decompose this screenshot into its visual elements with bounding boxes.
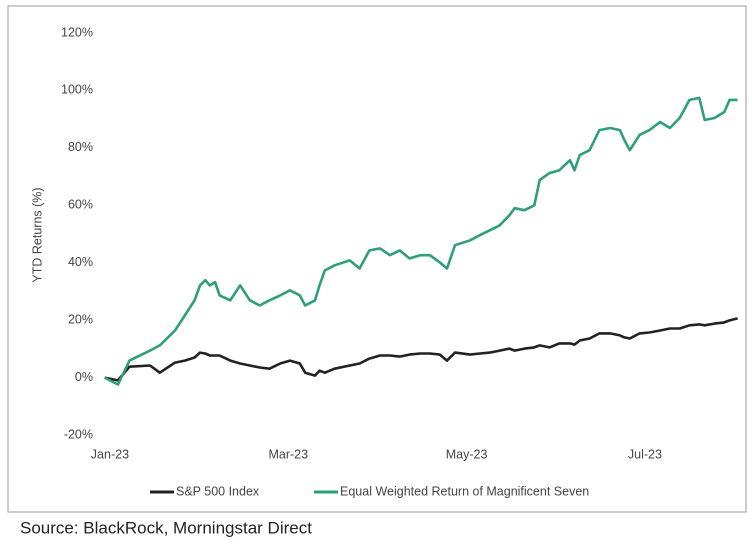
y-tick-label: 40%: [68, 255, 93, 269]
series-line: [104, 317, 738, 382]
y-tick-label: 60%: [68, 198, 93, 212]
legend-label: Equal Weighted Return of Magnificent Sev…: [340, 484, 589, 498]
y-tick-label: 120%: [61, 25, 93, 39]
frame: [7, 5, 747, 513]
y-tick-label: 20%: [68, 312, 93, 326]
y-axis-label: YTD Returns (%): [30, 187, 44, 282]
y-tick-label: -20%: [64, 427, 93, 441]
y-tick-label: 0%: [75, 370, 93, 384]
x-tick-label: May-23: [446, 447, 488, 461]
legend-label: S&P 500 Index: [176, 484, 260, 498]
y-tick-label: 100%: [61, 83, 93, 97]
x-tick-label: Jan-23: [91, 447, 129, 461]
x-tick-label: Jul-23: [628, 447, 662, 461]
source: Source: BlackRock, Morningstar Direct: [20, 518, 312, 537]
series-line: [104, 96, 738, 386]
y-tick-label: 80%: [68, 140, 93, 154]
x-tick-label: Mar-23: [268, 447, 308, 461]
